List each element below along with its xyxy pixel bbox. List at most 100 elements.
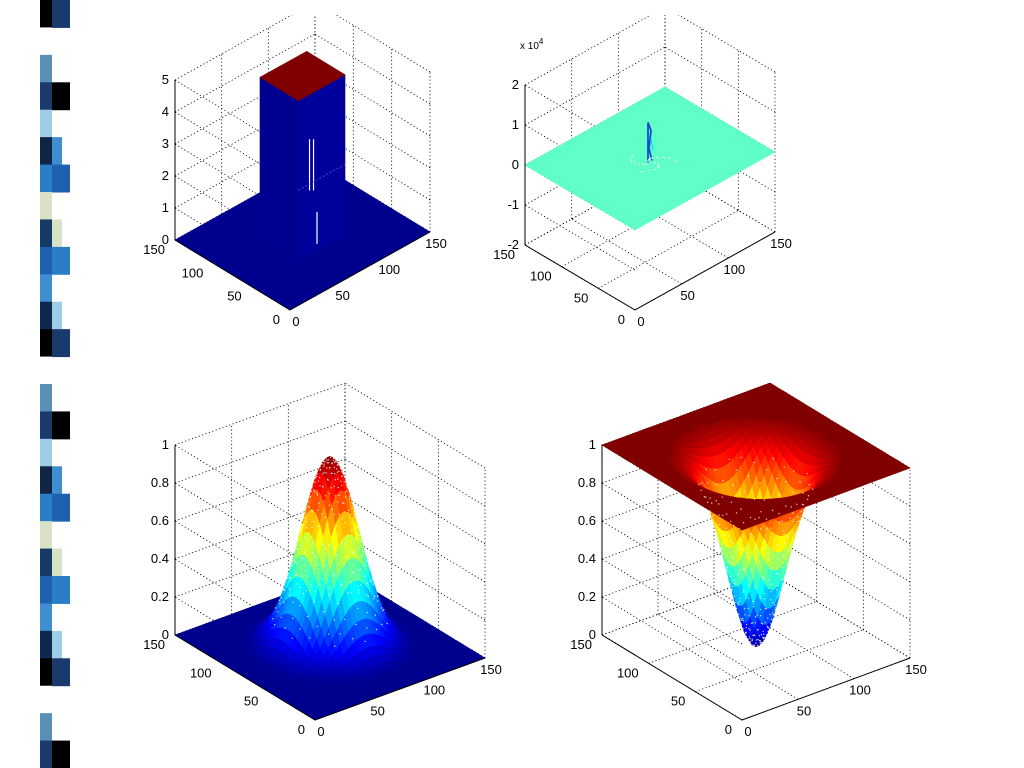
surface-speckle-dot — [351, 529, 353, 531]
surface-speckle-dot — [355, 532, 358, 534]
surface-speckle-dot — [301, 557, 304, 559]
surface-speckle-dot — [357, 607, 359, 610]
stripe-inner-block — [40, 548, 52, 577]
surface-speckle-dot — [733, 582, 736, 585]
surface-speckle-dot — [330, 487, 332, 489]
surface-speckle-dot — [371, 578, 374, 581]
surface-speckle-dot — [294, 561, 296, 563]
surface-speckle-dot — [334, 461, 336, 463]
surface-speckle-dot — [705, 468, 707, 471]
surface-speckle-dot — [748, 584, 750, 586]
spike-noise — [648, 170, 650, 172]
surface-speckle-dot — [335, 525, 337, 527]
surface-speckle-dot — [792, 512, 794, 514]
surface-speckle-dot — [731, 556, 734, 558]
stripe-inner-block — [40, 411, 52, 440]
z-tick-label: 1 — [162, 200, 169, 215]
surface-speckle-dot — [351, 501, 353, 504]
surface-speckle-dot — [770, 527, 772, 529]
surface-speckle-dot — [750, 622, 753, 624]
surface-speckle-dot — [336, 468, 338, 470]
surface-speckle-dot — [747, 607, 749, 610]
surface-speckle-dot — [324, 495, 327, 497]
surface-speckle-dot — [759, 528, 762, 530]
stripe-edge — [0, 0, 40, 768]
surface-speckle-dot — [316, 494, 319, 496]
grid-line — [601, 572, 771, 636]
spike-noise — [655, 168, 657, 170]
x-axis-line — [314, 657, 486, 721]
surface-speckle-dot — [364, 564, 366, 567]
surface-speckle-dot — [343, 618, 346, 620]
surface-speckle-dot — [383, 608, 385, 611]
surface-speckle-dot — [323, 463, 325, 465]
surface-speckle-dot — [756, 629, 759, 631]
stripe-inner-block — [40, 521, 52, 550]
surface-speckle-dot — [339, 468, 342, 470]
spike-line — [647, 122, 653, 163]
surface-speckle-dot — [755, 639, 758, 641]
surface-speckle-dot — [377, 595, 379, 597]
surface-speckle-dot — [772, 614, 775, 616]
surface-speckle-dot — [738, 528, 740, 530]
surface-speckle-dot — [314, 477, 317, 479]
surface-speckle-dot — [322, 611, 325, 613]
surface-speckle-dot — [743, 490, 745, 492]
surface-speckle-dot — [331, 508, 334, 510]
spike-noise — [654, 162, 656, 164]
surface-speckle-dot — [802, 509, 805, 511]
z-tick-label: 0.4 — [151, 551, 169, 566]
surface-speckle-dot — [770, 623, 772, 625]
surface-speckle-dot — [303, 524, 305, 526]
spike-noise — [664, 157, 666, 159]
grid-line — [174, 382, 346, 446]
stripe-inner-block — [40, 192, 52, 220]
surface-speckle-dot — [764, 608, 766, 610]
spike-noise — [646, 163, 648, 165]
surface-speckle-dot — [333, 485, 335, 488]
surface-speckle-dot — [305, 570, 307, 572]
surface-speckle-dot — [337, 486, 339, 488]
surface-speckle-dot — [709, 510, 711, 512]
surface-speckle-dot — [350, 513, 352, 516]
grid-line — [344, 382, 486, 469]
x-tick-label: 150 — [770, 236, 792, 251]
z-tick-label: 0.6 — [151, 513, 169, 528]
surface-speckle-dot — [355, 623, 357, 626]
axis-lines — [174, 80, 431, 311]
grid-line — [344, 420, 486, 507]
surface-speckle-dot — [336, 461, 338, 463]
surface-speckle-dot — [737, 602, 739, 604]
surface-speckle-dot — [744, 614, 746, 616]
x-tick-label: 0 — [317, 724, 324, 739]
surface-speckle-dot — [310, 584, 312, 586]
surface-speckle-dot — [749, 637, 751, 640]
surface-speckle-dot — [328, 504, 331, 506]
surface-speckle-dot — [309, 637, 311, 639]
surface-speckle-dot — [346, 486, 349, 488]
surface-speckle-dot — [316, 625, 318, 627]
surface-speckle-dot — [718, 503, 720, 505]
surface-speckle-dot — [333, 619, 335, 621]
surface-speckle-dot — [769, 613, 771, 616]
surface-speckle-dot — [369, 580, 371, 582]
surface-speckle-dot — [750, 643, 752, 645]
surface-speckle-dot — [349, 495, 351, 497]
surface-speckle-dot — [306, 575, 309, 577]
spike-noise — [655, 156, 657, 158]
grid-line — [174, 444, 316, 531]
surface-speckle-dot — [789, 517, 791, 519]
surface-speckle-dot — [749, 629, 751, 631]
surface-speckle-dot — [745, 623, 748, 626]
surface-speckle-dot — [752, 644, 754, 646]
surface-speckle-dot — [325, 523, 328, 526]
surface-speckle-dot — [759, 642, 761, 644]
surface-speckle-dot — [758, 639, 761, 642]
grid-line — [601, 534, 771, 598]
surface-speckle-dot — [312, 541, 314, 544]
stripe-inner-block — [40, 603, 52, 632]
surface-speckle-dot — [762, 636, 764, 638]
surface-speckle-dot — [311, 511, 314, 513]
surface-speckle-dot — [330, 472, 333, 474]
